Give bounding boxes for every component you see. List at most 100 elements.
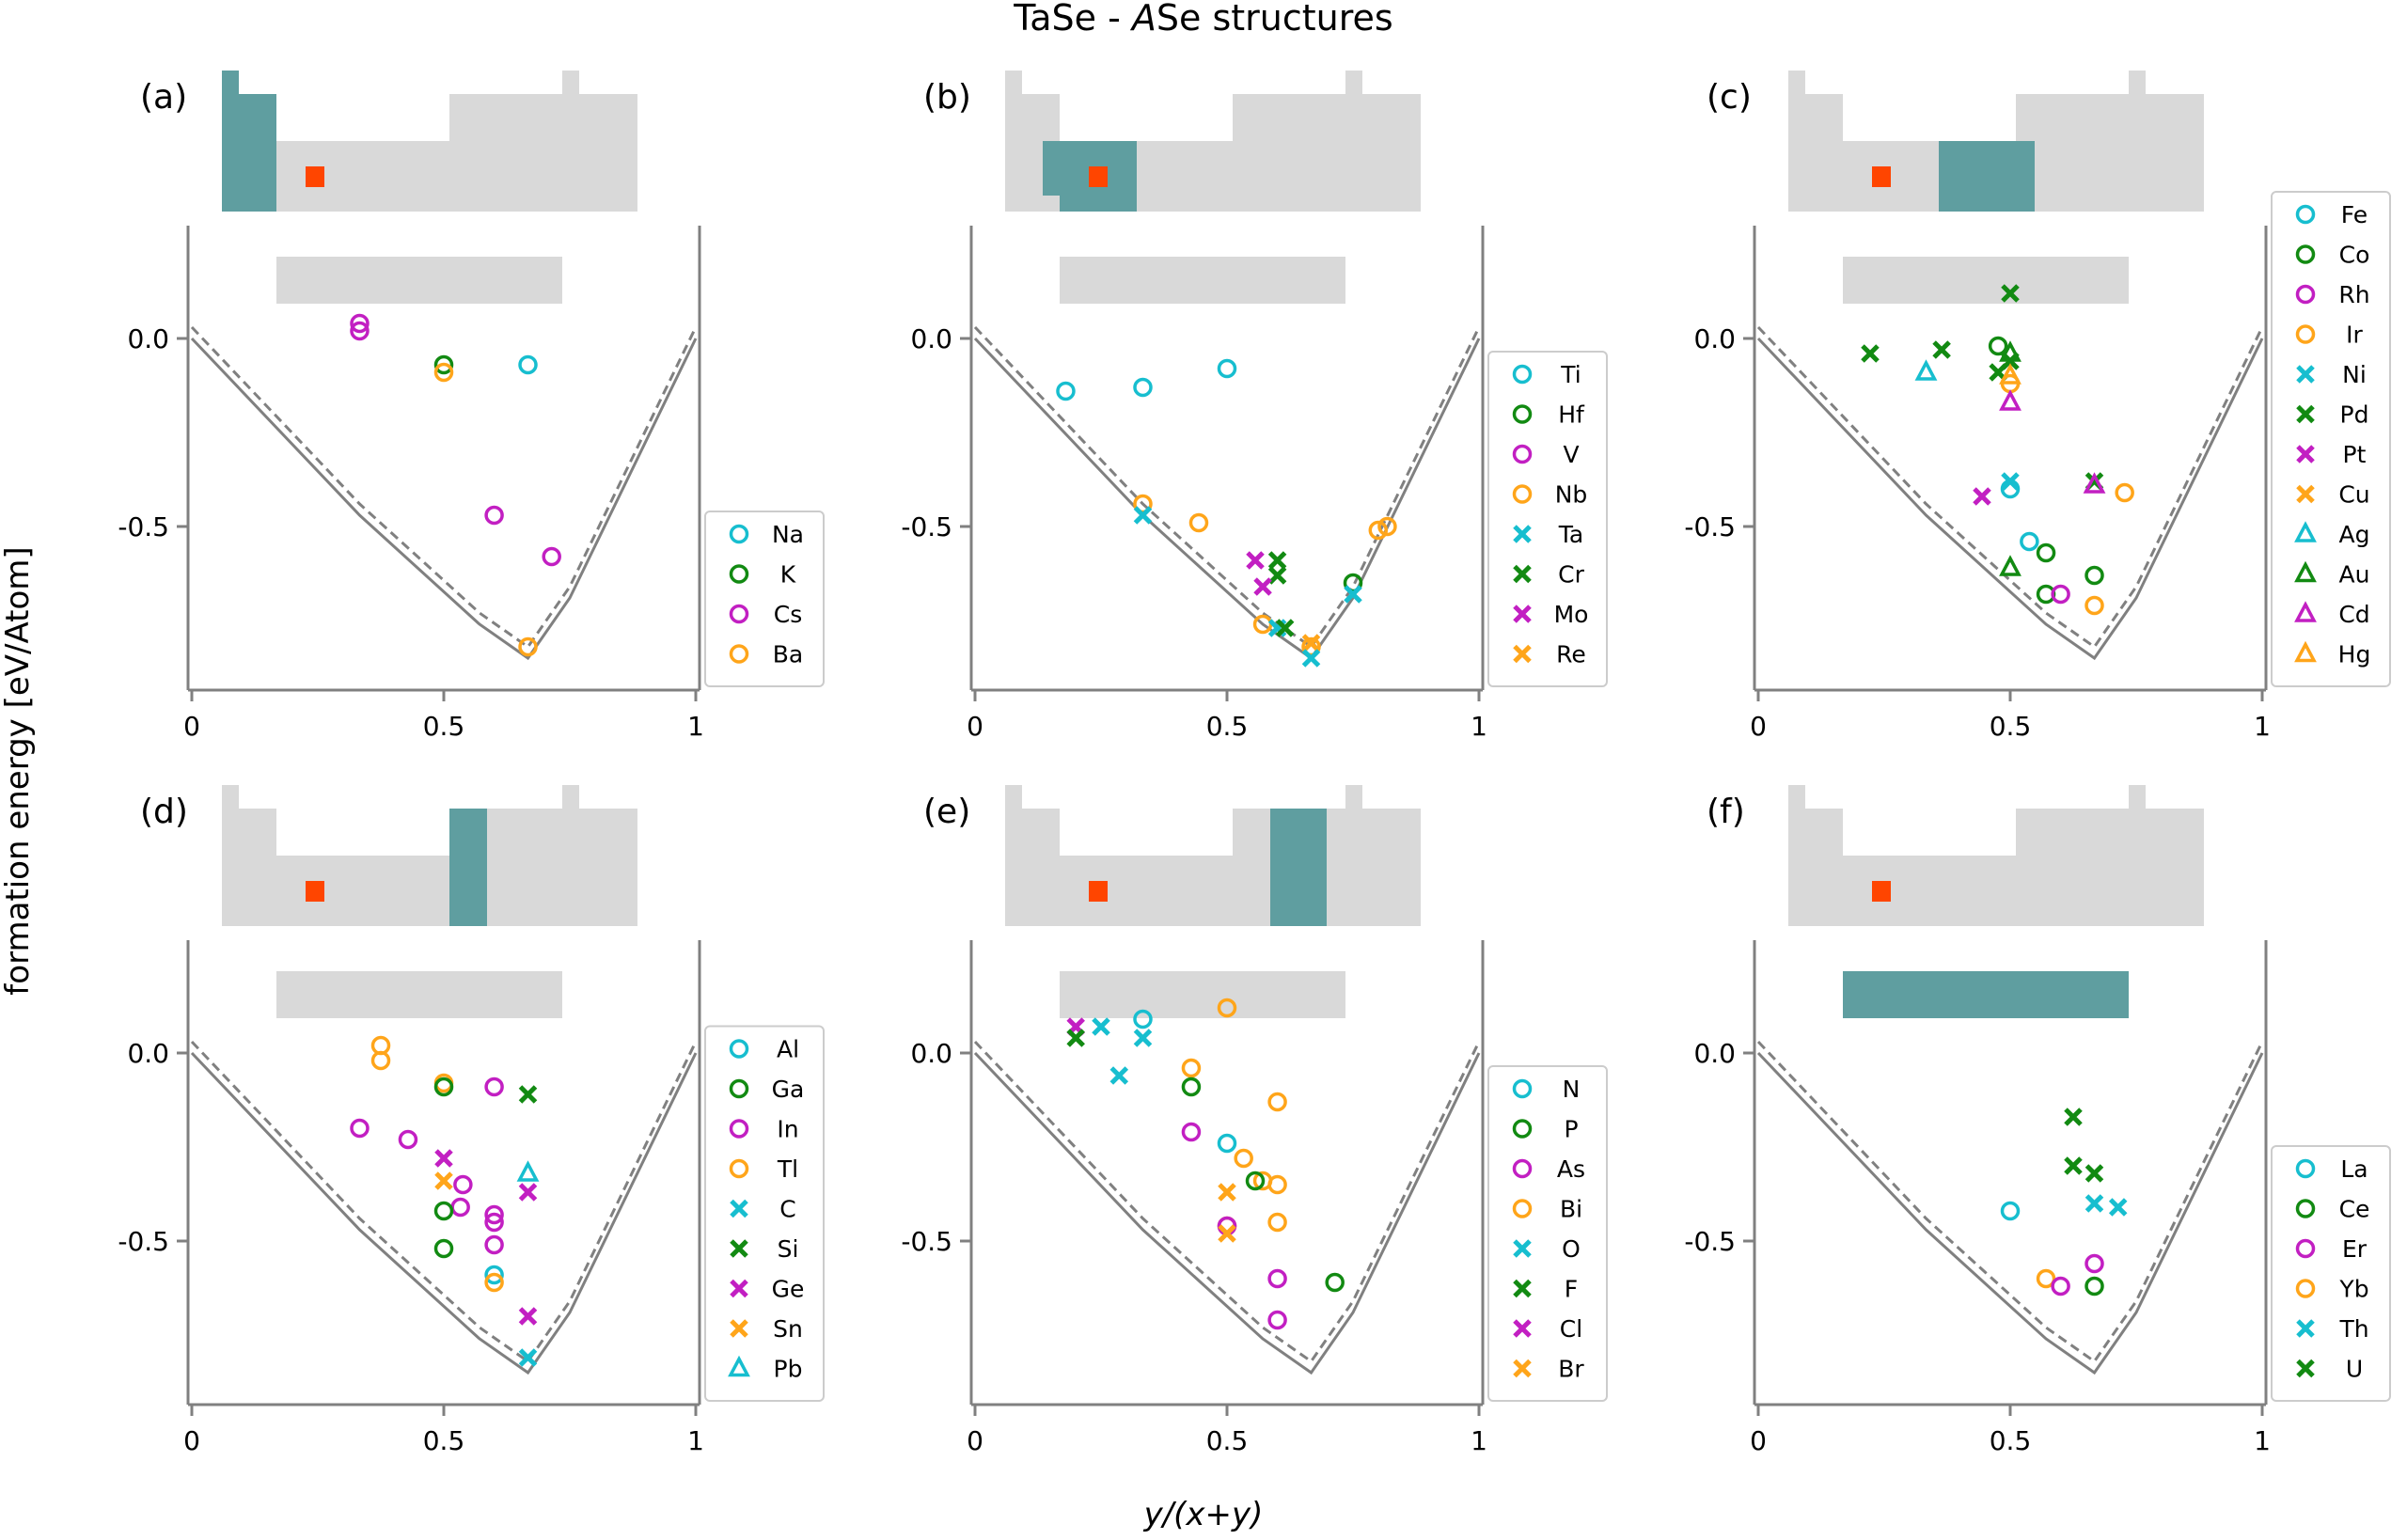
data-point-sn: [434, 1171, 453, 1190]
panel-label: (a): [140, 78, 187, 117]
data-points: [1861, 284, 2134, 616]
data-point-bi: [1234, 1148, 1253, 1169]
legend-label: Pd: [2340, 401, 2369, 429]
legend-marker: [730, 1319, 748, 1338]
legend-label: Co: [2339, 242, 2370, 269]
legend-label: V: [1563, 441, 1579, 468]
data-point-ce: [2084, 1276, 2104, 1296]
panel-e: (e) 0 0.5 1 0.0 -0.5 NP As Bi OF Cl Br: [901, 785, 1608, 1456]
legend-marker: [2294, 560, 2317, 583]
table-block: [1233, 94, 1421, 212]
periodic-table-inset: [222, 785, 637, 1018]
hull-tolerance-line: [973, 1040, 1481, 1364]
data-point-in: [453, 1174, 473, 1195]
y-tick-label: 0.0: [127, 1038, 169, 1069]
legend-frame: [1487, 1065, 1608, 1402]
data-point-ga: [433, 1238, 454, 1259]
data-point-ag: [1914, 359, 1938, 381]
ta-position-marker: [1872, 166, 1891, 187]
periodic-table-inset: [1005, 785, 1421, 1018]
panel-d: (d) 0 0.5 1 0.0 -0.5 Al Ga In Tl C Si Ge Sn Pb: [118, 785, 825, 1456]
table-block: [1345, 785, 1362, 926]
hull-tolerance-line: [190, 325, 698, 650]
data-point-k: [433, 354, 454, 375]
data-point-pd: [1861, 344, 1880, 363]
f-block-row: [1843, 257, 2129, 304]
legend-marker: [1513, 644, 1532, 664]
legend-marker: [729, 1039, 749, 1059]
highlighted-block: [239, 94, 276, 212]
legend-label: Al: [777, 1036, 799, 1063]
panel-b: (b) 0 0.5 1 0.0 -0.5 Ti Hf V Nb Ta Cr Mo Re: [901, 71, 1608, 742]
legend: Al Ga In Tl C Si Ge Sn Pb: [704, 1025, 825, 1402]
data-point-p: [1245, 1171, 1266, 1191]
legend-marker: [729, 604, 749, 624]
y-tick-label: 0.0: [910, 1038, 952, 1069]
legend: Ti Hf V Nb Ta Cr Mo Re: [1487, 351, 1608, 687]
table-block: [1788, 785, 1805, 926]
data-point-nb: [1368, 520, 1389, 541]
data-point-la: [2000, 1201, 2021, 1221]
hull-tolerance-line: [973, 325, 1481, 650]
hull-tolerance-line: [190, 1040, 698, 1364]
data-point-as: [1181, 1122, 1202, 1142]
legend-marker: [2294, 601, 2317, 622]
highlighted-block: [222, 71, 239, 212]
data-point-al: [484, 1265, 504, 1285]
panel-f: (f) 0 0.5 1 0.0 -0.5 La Ce Er Yb Th U: [1684, 785, 2391, 1456]
y-tick-label: 0.0: [127, 323, 169, 354]
title-prefix: TaSe -: [1013, 0, 1132, 39]
legend-marker: [729, 644, 749, 664]
convex-hull-line: [1756, 337, 2264, 661]
legend-marker: [2296, 1359, 2315, 1378]
legend-marker: [2295, 324, 2316, 344]
legend-label: Si: [778, 1235, 799, 1263]
data-point-c: [518, 1348, 538, 1367]
legend-label: Hg: [2338, 641, 2371, 668]
legend-label: Fe: [2341, 201, 2368, 228]
data-point-o: [1133, 1029, 1153, 1047]
data-point-in: [484, 1204, 504, 1225]
data-point-p: [1325, 1272, 1345, 1293]
data-point-cs: [350, 313, 370, 334]
f-block-row: [276, 971, 562, 1018]
periodic-table-inset: [1788, 785, 2204, 1018]
table-block: [1345, 71, 1362, 212]
legend-label: Ge: [772, 1276, 805, 1303]
data-point-cd: [1999, 389, 2022, 411]
data-point-mo: [1246, 551, 1265, 570]
data-point-n: [1217, 1133, 1237, 1154]
data-point-cs: [542, 546, 561, 567]
table-block: [562, 71, 579, 212]
legend-label: Re: [1556, 641, 1586, 668]
data-point-cs: [350, 321, 370, 341]
data-point-as: [1267, 1268, 1287, 1289]
legend-label: Ta: [1558, 521, 1583, 548]
legend-label: Sn: [773, 1315, 803, 1343]
legend-label: Rh: [2338, 281, 2369, 308]
panel-label: (f): [1707, 793, 1745, 831]
legend-marker: [1512, 1158, 1533, 1179]
legend-marker: [2296, 484, 2315, 504]
data-point-er: [2084, 1253, 2104, 1274]
data-point-er: [2051, 1276, 2070, 1296]
legend-frame: [704, 511, 825, 687]
legend-label: Au: [2339, 561, 2370, 589]
ta-position-marker: [1089, 881, 1108, 902]
legend-label: F: [1565, 1276, 1578, 1303]
ta-position-marker: [1089, 166, 1108, 187]
legend: NP As Bi OF Cl Br: [1487, 1065, 1608, 1402]
data-points: [350, 1035, 540, 1367]
data-points: [2000, 1108, 2128, 1296]
legend-label: Ti: [1560, 361, 1581, 388]
data-point-co: [1988, 336, 2008, 356]
hull-tolerance-line: [1756, 1040, 2264, 1364]
legend-frame: [2271, 191, 2391, 687]
legend-marker: [2295, 244, 2316, 264]
data-point-tl: [370, 1050, 391, 1071]
data-point-br: [1218, 1224, 1236, 1243]
data-point-ta: [1344, 585, 1362, 604]
data-point-fe: [2020, 531, 2039, 552]
legend-marker: [2295, 204, 2316, 225]
